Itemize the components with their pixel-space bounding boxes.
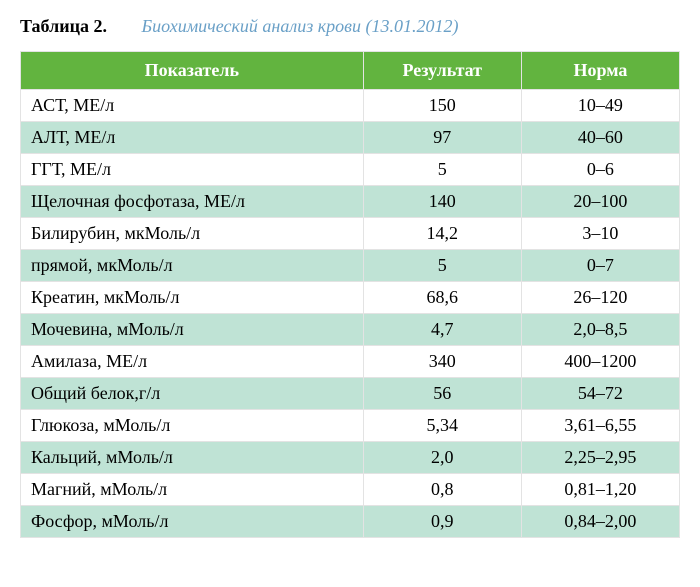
table-row: прямой, мкМоль/л50–7 [21,250,680,282]
table-row: Мочевина, мМоль/л4,72,0–8,5 [21,314,680,346]
table-row: Общий белок,г/л5654–72 [21,378,680,410]
table-row: ГГТ, МЕ/л50–6 [21,154,680,186]
table-header-row: Показатель Результат Норма [21,52,680,90]
cell-result: 340 [363,346,521,378]
cell-norm: 54–72 [521,378,679,410]
blood-analysis-table: Показатель Результат Норма АСТ, МЕ/л1501… [20,51,680,538]
cell-norm: 400–1200 [521,346,679,378]
cell-result: 5 [363,250,521,282]
table-row: Креатин, мкМоль/л68,626–120 [21,282,680,314]
col-header-result: Результат [363,52,521,90]
cell-norm: 10–49 [521,90,679,122]
cell-parameter: Магний, мМоль/л [21,474,364,506]
cell-result: 140 [363,186,521,218]
cell-parameter: Кальций, мМоль/л [21,442,364,474]
table-row: Амилаза, МЕ/л340400–1200 [21,346,680,378]
cell-norm: 2,0–8,5 [521,314,679,346]
table-caption: Таблица 2. Биохимический анализ крови (1… [20,16,680,37]
cell-norm: 0,84–2,00 [521,506,679,538]
cell-result: 5 [363,154,521,186]
col-header-norm: Норма [521,52,679,90]
cell-result: 0,8 [363,474,521,506]
cell-norm: 26–120 [521,282,679,314]
cell-parameter: АЛТ, МЕ/л [21,122,364,154]
cell-norm: 2,25–2,95 [521,442,679,474]
cell-norm: 3,61–6,55 [521,410,679,442]
table-row: Фосфор, мМоль/л0,90,84–2,00 [21,506,680,538]
table-row: Щелочная фосфотаза, МЕ/л14020–100 [21,186,680,218]
cell-parameter: ГГТ, МЕ/л [21,154,364,186]
cell-parameter: Амилаза, МЕ/л [21,346,364,378]
table-row: Глюкоза, мМоль/л5,343,61–6,55 [21,410,680,442]
cell-result: 150 [363,90,521,122]
cell-result: 14,2 [363,218,521,250]
cell-norm: 40–60 [521,122,679,154]
cell-parameter: прямой, мкМоль/л [21,250,364,282]
cell-norm: 0–6 [521,154,679,186]
cell-result: 2,0 [363,442,521,474]
cell-parameter: Щелочная фосфотаза, МЕ/л [21,186,364,218]
caption-title: Биохимический анализ крови (13.01.2012) [141,16,458,36]
cell-parameter: Билирубин, мкМоль/л [21,218,364,250]
cell-result: 5,34 [363,410,521,442]
table-row: Билирубин, мкМоль/л14,23–10 [21,218,680,250]
cell-norm: 0,81–1,20 [521,474,679,506]
cell-parameter: Фосфор, мМоль/л [21,506,364,538]
table-row: Магний, мМоль/л0,80,81–1,20 [21,474,680,506]
table-row: Кальций, мМоль/л2,02,25–2,95 [21,442,680,474]
table-row: АЛТ, МЕ/л9740–60 [21,122,680,154]
table-row: АСТ, МЕ/л15010–49 [21,90,680,122]
cell-parameter: Мочевина, мМоль/л [21,314,364,346]
col-header-parameter: Показатель [21,52,364,90]
cell-result: 56 [363,378,521,410]
cell-parameter: Креатин, мкМоль/л [21,282,364,314]
cell-parameter: Глюкоза, мМоль/л [21,410,364,442]
cell-norm: 3–10 [521,218,679,250]
cell-norm: 20–100 [521,186,679,218]
cell-result: 97 [363,122,521,154]
cell-norm: 0–7 [521,250,679,282]
cell-result: 0,9 [363,506,521,538]
cell-result: 68,6 [363,282,521,314]
cell-result: 4,7 [363,314,521,346]
cell-parameter: Общий белок,г/л [21,378,364,410]
cell-parameter: АСТ, МЕ/л [21,90,364,122]
caption-label: Таблица 2. [20,16,107,36]
